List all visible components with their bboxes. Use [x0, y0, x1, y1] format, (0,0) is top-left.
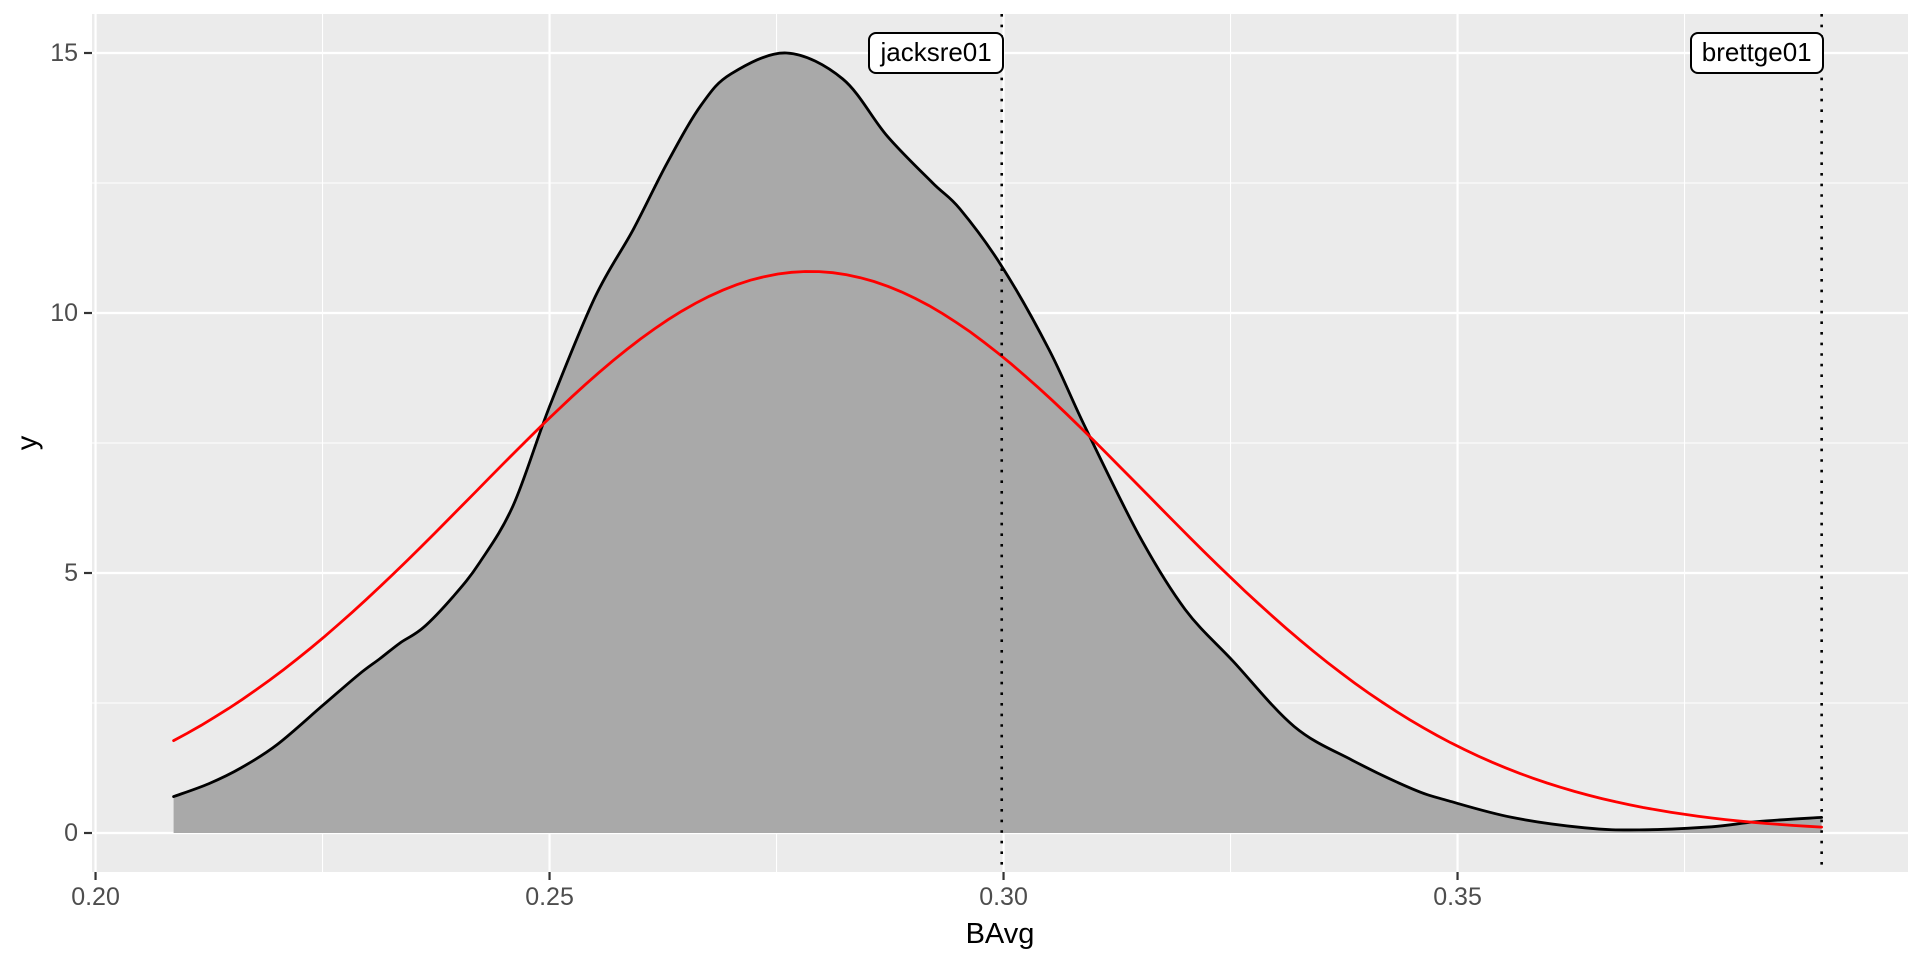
annotation-label-brettge01: brettge01	[1689, 32, 1824, 74]
x-tick-label: 0.30	[979, 883, 1028, 911]
x-tick-label: 0.35	[1433, 883, 1482, 911]
normal-curve	[172, 270, 1823, 829]
annotation-label-jacksre01: jacksre01	[868, 32, 1004, 74]
density-curve	[172, 51, 1823, 832]
y-tick-label: 15	[50, 39, 78, 67]
y-tick-label: 10	[50, 299, 78, 327]
y-tick-label: 5	[64, 559, 78, 587]
y-tick-label: 0	[64, 819, 78, 847]
x-tick-label: 0.25	[525, 883, 574, 911]
x-axis-title: BAvg	[965, 918, 1035, 950]
y-axis-title: y	[11, 435, 44, 451]
x-tick-label: 0.20	[71, 883, 120, 911]
density-area-fill	[173, 52, 1822, 833]
